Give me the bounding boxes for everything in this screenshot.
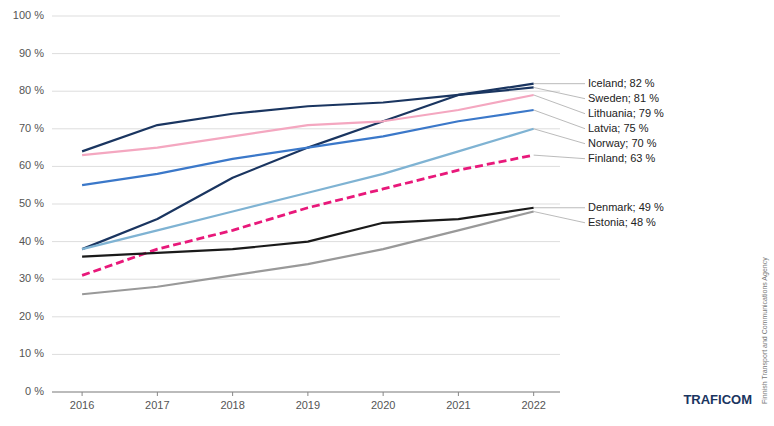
x-tick-label: 2016 bbox=[70, 399, 94, 411]
y-tick-label: 30 % bbox=[19, 272, 44, 284]
leader-line bbox=[534, 110, 585, 129]
series-line bbox=[82, 129, 534, 249]
y-tick-label: 20 % bbox=[19, 310, 44, 322]
x-tick-label: 2017 bbox=[145, 399, 169, 411]
end-labels: Iceland; 82 % Sweden; 81 % Lithuania; 79 %… bbox=[534, 77, 664, 228]
x-tick-label: 2020 bbox=[371, 399, 395, 411]
series-line bbox=[82, 155, 534, 275]
x-tick bbox=[82, 392, 83, 396]
leader-line bbox=[534, 212, 585, 223]
x-tick bbox=[307, 392, 308, 396]
grid-line bbox=[52, 279, 560, 280]
x-tick-label: 2019 bbox=[296, 399, 320, 411]
grid-line bbox=[52, 204, 560, 205]
series-label: Lithuania; 79 % bbox=[588, 107, 664, 119]
y-tick-label: 80 % bbox=[19, 84, 44, 96]
grid-line bbox=[52, 392, 560, 393]
x-tick bbox=[157, 392, 158, 396]
leader-line bbox=[534, 83, 585, 84]
x-tick-label: 2022 bbox=[521, 399, 545, 411]
y-tick-label: 10 % bbox=[19, 347, 44, 359]
y-tick-label: 90 % bbox=[19, 47, 44, 59]
x-tick bbox=[383, 392, 384, 396]
series-line bbox=[82, 212, 534, 295]
x-axis-line bbox=[52, 392, 560, 393]
leader-line bbox=[534, 87, 585, 98]
leader-line bbox=[534, 95, 585, 114]
lines bbox=[82, 84, 534, 295]
x-tick bbox=[232, 392, 233, 396]
leader-line bbox=[534, 207, 585, 208]
series-label: Finland; 63 % bbox=[588, 152, 655, 164]
x-tick bbox=[458, 392, 459, 396]
x-tick bbox=[533, 392, 534, 396]
x-tick-label: 2018 bbox=[220, 399, 244, 411]
y-tick-label: 50 % bbox=[19, 197, 44, 209]
grid-line bbox=[52, 16, 560, 17]
grid-line bbox=[52, 354, 560, 355]
series-line bbox=[82, 95, 534, 155]
grid-line bbox=[52, 166, 560, 167]
grid-line bbox=[52, 53, 560, 54]
y-tick-label: 0 % bbox=[25, 385, 44, 397]
series-label: Latvia; 75 % bbox=[588, 122, 649, 134]
series-label: Norway; 70 % bbox=[588, 137, 657, 149]
y-tick-label: 100 % bbox=[13, 9, 44, 21]
series-label: Estonia; 48 % bbox=[588, 216, 656, 228]
x-tick-label: 2021 bbox=[446, 399, 470, 411]
series-line bbox=[82, 208, 534, 257]
grid-line bbox=[52, 316, 560, 317]
chart: 0 % 10 % 20 % 30 % 40 % 50 % 60 % 70 % 80 % 90 % 1… bbox=[0, 0, 774, 426]
leader-line bbox=[534, 155, 585, 159]
series-label: Iceland; 82 % bbox=[588, 77, 655, 89]
series-label: Sweden; 81 % bbox=[588, 92, 659, 104]
logo-text: TRAFICOM bbox=[683, 392, 752, 407]
y-tick-label: 70 % bbox=[19, 122, 44, 134]
series-line bbox=[82, 110, 534, 185]
y-tick-label: 40 % bbox=[19, 235, 44, 247]
series-label: Denmark; 49 % bbox=[588, 201, 664, 213]
y-grid bbox=[52, 16, 560, 392]
y-tick-label: 60 % bbox=[19, 159, 44, 171]
leader-line bbox=[534, 129, 585, 144]
agency-text: Finnish Transport and Communications Age… bbox=[761, 257, 769, 404]
grid-line bbox=[52, 128, 560, 129]
series-line bbox=[82, 84, 534, 249]
